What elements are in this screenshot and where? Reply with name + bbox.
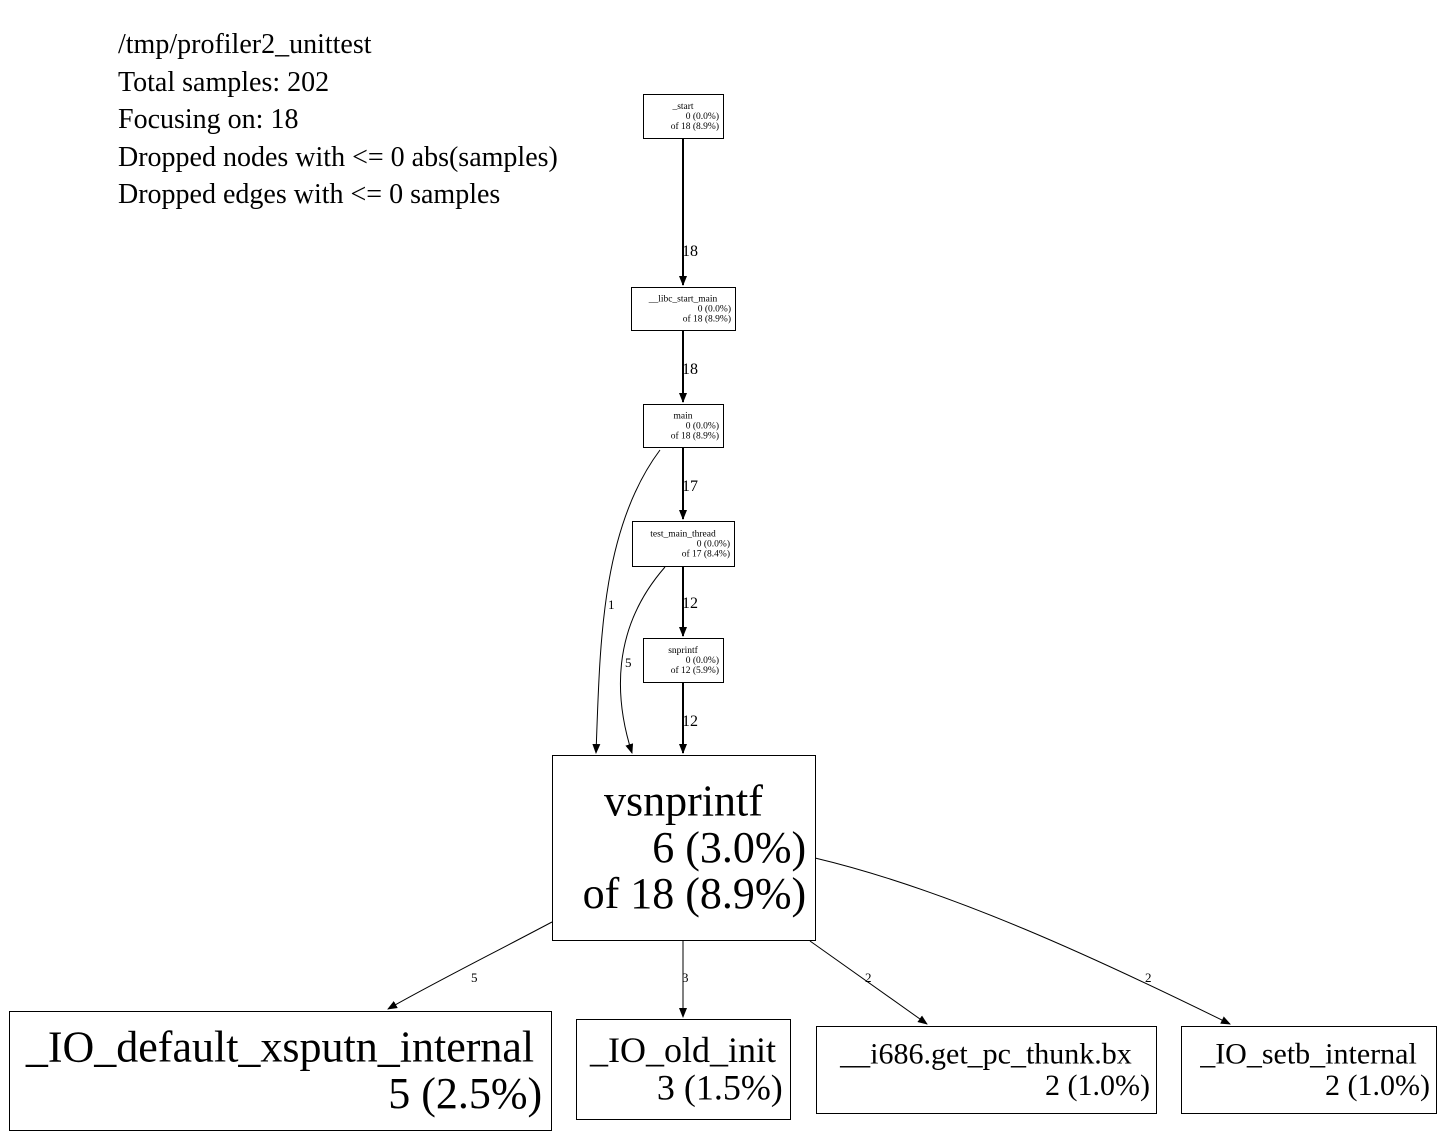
edge-label: 2 <box>865 970 872 985</box>
edge-label: 3 <box>682 970 689 985</box>
profile-file: /tmp/profiler2_unittest <box>118 29 372 60</box>
node-cumulative-samples: of 18 (8.9%) <box>683 314 731 325</box>
node-name: _start <box>671 102 693 112</box>
node-flat-samples: 0 (0.0%) <box>686 111 719 122</box>
node-box <box>643 94 724 139</box>
node-name: main <box>674 412 693 422</box>
node-flat-samples: 0 (0.0%) <box>686 655 719 666</box>
node-flat-samples: 0 (0.0%) <box>686 421 719 432</box>
node-box <box>632 521 735 567</box>
node-name: test_main_thread <box>650 530 716 540</box>
edge-label: 18 <box>682 243 698 260</box>
node-name: __libc_start_main <box>648 295 718 305</box>
node-name: __i686.get_pc_thunk.bx <box>839 1038 1132 1071</box>
node-cumulative-samples: of 18 (8.9%) <box>671 121 719 132</box>
edge-vsnprintf-to-io_default_xsputn_internal <box>387 921 553 1010</box>
dropped-edges-info: Dropped edges with <= 0 samples <box>118 179 501 210</box>
node-cumulative-samples: of 18 (8.9%) <box>583 869 807 918</box>
edge-vsnprintf-to-io_setb_internal <box>814 857 1231 1025</box>
edge-test_main_thread-to-vsnprintf <box>619 566 666 754</box>
node-name: snprintf <box>668 645 698 656</box>
graph-legend: /tmp/profiler2_unittest Total samples: 2… <box>118 26 558 214</box>
focus-info: Focusing on: 18 <box>118 104 299 135</box>
node-name: vsnprintf <box>604 777 763 826</box>
edge-label: 1 <box>608 597 615 612</box>
edge-vsnprintf-to-i686_get_pc_thunk_bx <box>809 940 928 1025</box>
edge-label: 2 <box>1145 970 1152 985</box>
total-samples: Total samples: 202 <box>118 66 330 98</box>
node-name: _IO_default_xsputn_internal <box>25 1023 534 1072</box>
node-box <box>1181 1026 1437 1114</box>
node-box <box>631 287 736 331</box>
node-cumulative-samples: of 17 (8.4%) <box>682 549 730 560</box>
edge-label: 17 <box>682 478 698 495</box>
node-box <box>816 1026 1157 1114</box>
edge-label: 5 <box>471 970 478 985</box>
node-flat-samples: 2 (1.0%) <box>1325 1069 1430 1102</box>
node-i686_get_pc_thunk_bx[interactable]: __i686.get_pc_thunk.bx2 (1.0%) <box>816 1026 1157 1114</box>
node-box <box>552 755 816 941</box>
node-flat-samples: 6 (3.0%) <box>652 823 806 872</box>
node-name: _IO_old_init <box>589 1030 776 1070</box>
node-flat-samples: 5 (2.5%) <box>388 1069 542 1118</box>
edge-label: 12 <box>682 713 698 730</box>
edge-main-to-vsnprintf <box>592 449 661 754</box>
node-box <box>9 1011 552 1131</box>
edge-label: 18 <box>682 361 698 378</box>
dropped-nodes-info: Dropped nodes with <= 0 abs(samples) <box>118 141 558 173</box>
edge-label: 5 <box>625 655 632 670</box>
edge-label: 12 <box>682 595 698 612</box>
node-flat-samples: 2 (1.0%) <box>1045 1069 1150 1102</box>
node-box <box>643 404 724 448</box>
node-flat-samples: 0 (0.0%) <box>697 539 730 550</box>
node-name: _IO_setb_internal <box>1199 1038 1417 1071</box>
node-flat-samples: 3 (1.5%) <box>657 1068 783 1108</box>
node-flat-samples: 0 (0.0%) <box>698 304 731 315</box>
node-cumulative-samples: of 18 (8.9%) <box>671 431 719 442</box>
node-box <box>643 638 724 683</box>
node-box <box>576 1019 791 1120</box>
node-cumulative-samples: of 12 (5.9%) <box>671 665 719 676</box>
